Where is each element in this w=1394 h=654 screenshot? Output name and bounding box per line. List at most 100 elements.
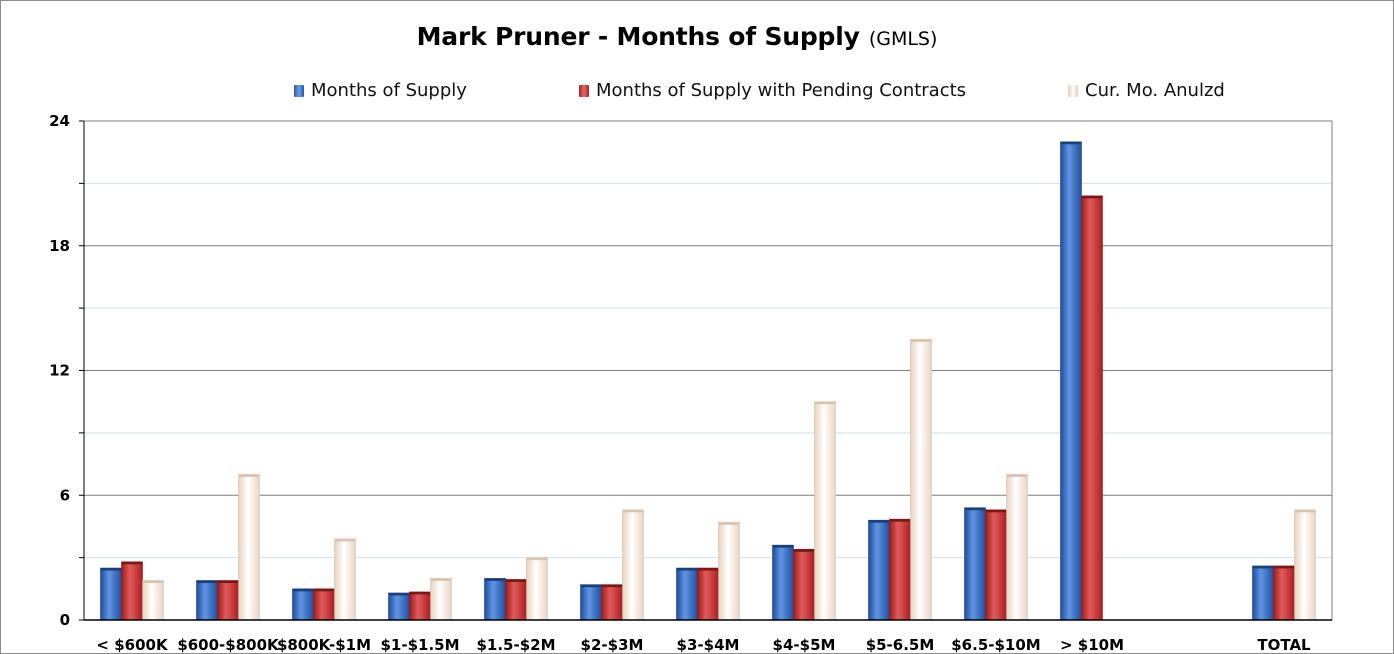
bar — [505, 579, 527, 621]
bar — [772, 544, 794, 621]
bar-top-edge — [676, 568, 698, 571]
bar — [1273, 565, 1295, 621]
bar — [409, 591, 431, 621]
x-tick-label: > $10M — [1060, 636, 1124, 654]
bar-top-edge — [910, 339, 932, 342]
bar — [676, 567, 698, 621]
bar — [388, 592, 410, 621]
bar-top-edge — [238, 474, 260, 477]
bar-top-edge — [388, 592, 410, 596]
bar-top-edge — [217, 580, 239, 583]
bar — [334, 538, 356, 621]
x-tick-label: $2-$3M — [581, 636, 644, 654]
chart-subtitle: (GMLS) — [868, 28, 938, 50]
bar-top-edge — [1081, 195, 1103, 199]
bar — [889, 518, 911, 621]
bar — [814, 401, 836, 621]
bar-top-edge — [1252, 565, 1274, 569]
bar — [622, 509, 644, 621]
bar-top-edge — [505, 579, 527, 582]
bar — [868, 519, 890, 621]
bar-top-edge — [985, 509, 1007, 513]
bar-top-edge — [1273, 565, 1295, 569]
legend-swatch-blue — [294, 84, 304, 97]
bar — [238, 474, 260, 621]
bar-top-edge — [772, 545, 794, 548]
bar-top-edge — [622, 509, 644, 513]
y-tick-label: 18 — [49, 237, 70, 255]
y-tick-label: 0 — [60, 611, 70, 629]
bar — [121, 561, 143, 621]
bar-top-edge — [121, 561, 143, 565]
bar — [793, 549, 815, 621]
bar-top-edge — [313, 588, 335, 592]
bar — [1294, 509, 1316, 621]
bar — [142, 580, 164, 621]
legend-label: Months of Supply — [311, 80, 467, 101]
bar — [964, 507, 986, 621]
bar-top-edge — [889, 519, 911, 522]
bar — [100, 567, 122, 621]
bar-top-edge — [334, 538, 356, 542]
bar — [1081, 195, 1103, 621]
bar — [580, 584, 602, 621]
bar-top-edge — [718, 522, 740, 525]
bar — [430, 578, 452, 621]
bar — [217, 580, 239, 621]
bar — [697, 567, 719, 621]
bar-top-edge — [196, 580, 218, 583]
bar — [1252, 565, 1274, 621]
bar-top-edge — [100, 568, 122, 571]
chart-title: Mark Pruner - Months of Supply (GMLS) — [0, 22, 1354, 51]
bar-top-edge — [1060, 141, 1082, 145]
bar-top-edge — [409, 591, 431, 595]
bar-top-edge — [526, 557, 548, 561]
legend-item-pending: Months of Supply with Pending Contracts — [579, 80, 966, 101]
bar — [601, 584, 623, 621]
x-tick-label: < $600K — [96, 636, 169, 654]
bar-top-edge — [1294, 509, 1316, 513]
bar-top-edge — [484, 578, 506, 581]
bar-top-edge — [580, 584, 602, 588]
x-tick-label: TOTAL — [1257, 636, 1311, 654]
x-tick-label: $5-6.5M — [866, 636, 935, 654]
bar-top-edge — [868, 520, 890, 523]
bar-top-edge — [430, 578, 452, 581]
x-tick-label: $3-$4M — [677, 636, 740, 654]
bar — [196, 580, 218, 621]
bar-top-edge — [697, 568, 719, 571]
x-tick-label: $600-$800K — [177, 636, 280, 654]
chart-title-main: Mark Pruner - Months of Supply — [416, 22, 860, 51]
legend-item-cur-mo-anulzd: Cur. Mo. Anulzd — [1068, 80, 1225, 101]
legend-item-months-of-supply: Months of Supply — [294, 80, 467, 101]
legend-label: Months of Supply with Pending Contracts — [596, 80, 967, 101]
bar-top-edge — [292, 588, 314, 592]
legend-swatch-red — [579, 84, 589, 97]
x-tick-label: $6.5-$10M — [951, 636, 1040, 654]
y-tick-label: 12 — [49, 362, 70, 380]
bar-top-edge — [1006, 474, 1028, 477]
x-tick-label: $800K-$1M — [277, 636, 371, 654]
bar-top-edge — [601, 584, 623, 588]
bar — [313, 588, 335, 621]
bar — [910, 339, 932, 621]
bar-top-edge — [814, 401, 836, 405]
bar — [718, 521, 740, 621]
legend-swatch-cream — [1068, 84, 1078, 97]
x-tick-label: $4-$5M — [773, 636, 836, 654]
bar — [985, 509, 1007, 621]
bar — [526, 557, 548, 621]
bar-top-edge — [142, 580, 164, 583]
bar — [1006, 474, 1028, 621]
bar — [292, 588, 314, 621]
bar-top-edge — [793, 549, 815, 552]
bar — [484, 578, 506, 621]
bar — [1060, 141, 1082, 621]
legend-label: Cur. Mo. Anulzd — [1085, 80, 1225, 101]
x-tick-label: $1.5-$2M — [476, 636, 555, 654]
bar-top-edge — [964, 507, 986, 511]
y-tick-label: 6 — [60, 486, 70, 504]
x-tick-label: $1-$1.5M — [380, 636, 459, 654]
